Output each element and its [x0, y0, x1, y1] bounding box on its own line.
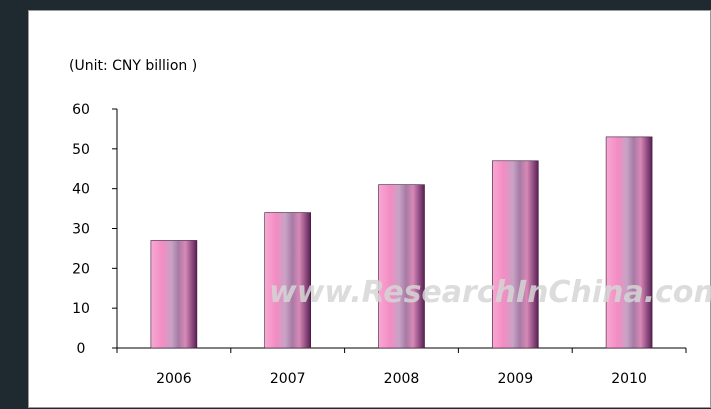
y-tick-label: 60	[72, 102, 90, 118]
bar-2007	[264, 212, 311, 349]
bar-2006	[150, 240, 198, 349]
chart-frame: (Unit: CNY billion ) 0 10 20 30 40 50 60 2006 20…	[28, 10, 711, 408]
y-tick-label: 50	[72, 142, 90, 158]
x-tick-label: 2007	[270, 371, 306, 387]
y-tick-label: 10	[72, 301, 90, 317]
y-tick-label: 40	[72, 182, 90, 198]
x-tick-label: 2006	[156, 371, 192, 387]
bar-chart: (Unit: CNY billion ) 0 10 20 30 40 50 60 2006 20…	[69, 58, 711, 387]
x-tick-label: 2009	[497, 371, 533, 387]
y-tick-label: 0	[77, 341, 86, 357]
y-tick-label: 30	[72, 222, 90, 238]
axes: 0 10 20 30 40 50 60 2006 2007 2008 2009 2010	[72, 102, 687, 387]
x-tick-label: 2010	[611, 371, 647, 387]
watermark: www.ResearchInChina.com	[269, 275, 711, 310]
y-tick-label: 20	[72, 261, 90, 277]
bar-2009	[491, 160, 539, 349]
unit-label: (Unit: CNY billion )	[69, 58, 197, 74]
bar-2010	[605, 136, 653, 349]
bar-2008	[378, 184, 425, 349]
bars	[150, 136, 653, 349]
x-tick-label: 2008	[384, 371, 420, 387]
